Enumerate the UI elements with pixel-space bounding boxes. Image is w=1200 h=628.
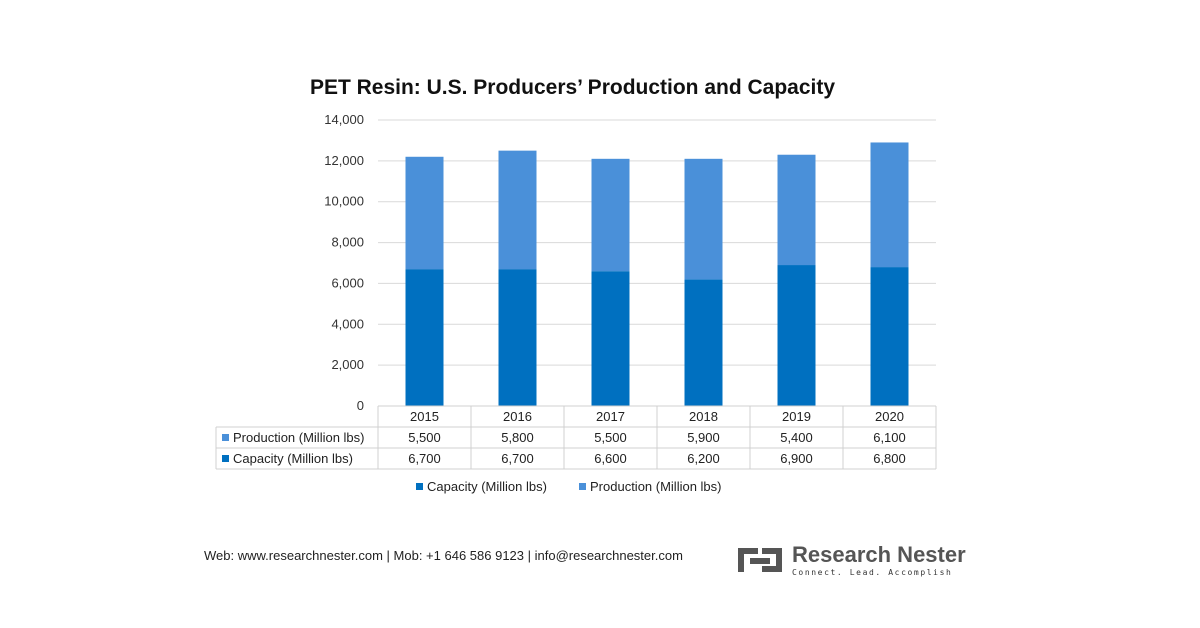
table-legend-key (222, 455, 229, 462)
y-tick-label: 14,000 (324, 112, 364, 127)
x-category-label: 2019 (782, 409, 811, 424)
data-label: 6,700 (408, 451, 441, 466)
data-label: 5,900 (687, 430, 720, 445)
legend-label: Capacity (Million lbs) (427, 479, 547, 494)
data-table: 2015 2016 2017 2018 2019 2020 Production (Mill… (215, 405, 937, 470)
gridlines (378, 119, 936, 366)
data-label: 6,700 (501, 451, 534, 466)
bar-production (870, 142, 909, 268)
data-label: 5,400 (780, 430, 813, 445)
research-nester-logo-icon (738, 548, 782, 572)
bar-production (498, 150, 537, 270)
legend-label: Production (Million lbs) (590, 479, 722, 494)
data-label: 5,800 (501, 430, 534, 445)
x-category-label: 2016 (503, 409, 532, 424)
brand-name: Research Nester (792, 542, 966, 567)
bar-capacity (498, 269, 537, 406)
y-tick-label: 6,000 (331, 275, 364, 290)
brand-tagline: Connect. Lead. Accomplish (792, 568, 953, 577)
chart-title: PET Resin: U.S. Producers’ Production an… (309, 76, 836, 99)
legend-key (416, 483, 423, 490)
footer-contact-info: Web: www.researchnester.com | Mob: +1 64… (204, 548, 683, 563)
bar-production (777, 154, 816, 266)
legend: Capacity (Million lbs) Production (Millio… (416, 479, 722, 494)
table-row-label: Capacity (Million lbs) (233, 451, 353, 466)
y-tick-label: 8,000 (331, 235, 364, 250)
x-category-label: 2017 (596, 409, 625, 424)
y-tick-label: 12,000 (324, 153, 364, 168)
table-row-label: Production (Million lbs) (233, 430, 365, 445)
bar-capacity (777, 265, 816, 406)
data-label: 6,100 (873, 430, 906, 445)
data-label: 6,600 (594, 451, 627, 466)
table-legend-key (222, 434, 229, 441)
data-label: 5,500 (408, 430, 441, 445)
y-tick-label: 10,000 (324, 194, 364, 209)
x-category-label: 2018 (689, 409, 718, 424)
y-axis-tick-labels: 0 2,000 4,000 6,000 8,000 10,000 12,000 14,000 (324, 112, 364, 413)
bars (405, 142, 909, 406)
x-category-label: 2020 (875, 409, 904, 424)
bar-capacity (684, 279, 723, 406)
bar-capacity (405, 269, 444, 406)
y-tick-label: 4,000 (331, 316, 364, 331)
bar-production (405, 156, 444, 270)
bar-capacity (870, 267, 909, 406)
y-tick-label: 2,000 (331, 357, 364, 372)
brand-logo: Research Nester Connect. Lead. Accomplis… (734, 542, 966, 578)
data-label: 6,800 (873, 451, 906, 466)
data-label: 6,200 (687, 451, 720, 466)
x-category-label: 2015 (410, 409, 439, 424)
y-tick-label: 0 (357, 398, 364, 413)
bar-production (591, 158, 630, 272)
data-label: 5,500 (594, 430, 627, 445)
data-label: 6,900 (780, 451, 813, 466)
legend-key (579, 483, 586, 490)
bar-capacity (591, 271, 630, 406)
bar-production (684, 158, 723, 280)
